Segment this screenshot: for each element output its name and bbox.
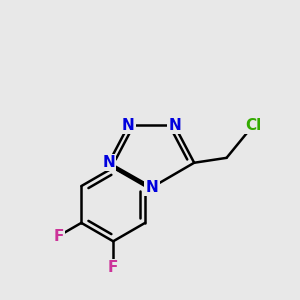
Text: N: N xyxy=(102,155,115,170)
Text: Cl: Cl xyxy=(245,118,261,133)
Text: N: N xyxy=(168,118,181,133)
Text: N: N xyxy=(146,180,158,195)
Text: F: F xyxy=(108,260,119,275)
Text: F: F xyxy=(53,229,64,244)
Text: N: N xyxy=(122,118,135,133)
